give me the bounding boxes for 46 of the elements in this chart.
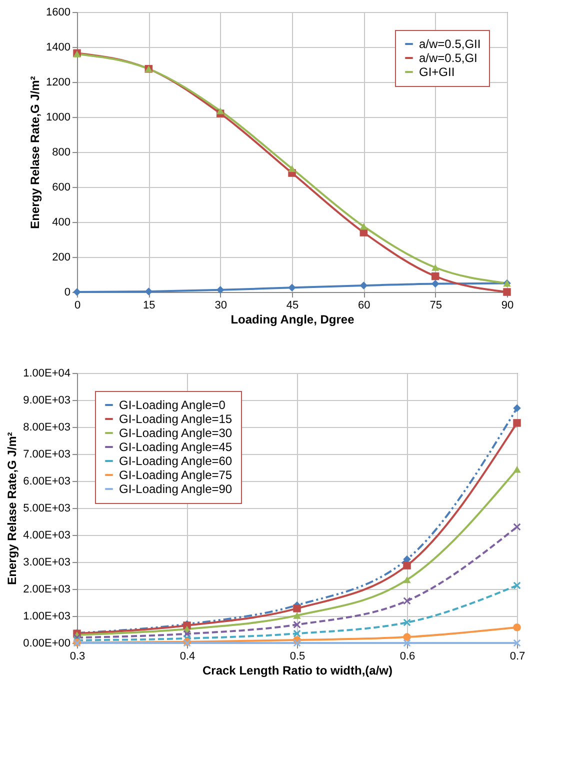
y-tick-label: 4.00E+03 xyxy=(23,530,70,542)
legend-label: GI-Loading Angle=60 xyxy=(119,454,232,468)
y-tick-label: 1200 xyxy=(46,76,70,88)
legend-label: GI-Loading Angle=75 xyxy=(119,468,232,482)
y-tick-label: 8.00E+03 xyxy=(23,422,70,434)
y-tick-label: 0 xyxy=(64,286,70,298)
y-tick-label: 200 xyxy=(52,252,70,264)
y-tick-label: 1.00E+03 xyxy=(23,610,70,622)
x-tick-label: 45 xyxy=(286,300,299,312)
x-axis-title: Crack Length Ratio to width,(a/w) xyxy=(202,664,393,678)
y-tick-label: 9.00E+03 xyxy=(23,394,70,406)
legend-label: a/w=0.5,GII xyxy=(419,37,481,51)
y-tick-label: 3.00E+03 xyxy=(23,556,70,568)
legend-label: GI+GII xyxy=(419,65,455,79)
y-tick-label: 1.00E+04 xyxy=(23,368,70,380)
x-tick-label: 60 xyxy=(358,300,370,312)
y-tick-label: 800 xyxy=(52,146,70,158)
x-tick-label: 0 xyxy=(74,300,81,312)
y-tick-label: 600 xyxy=(52,182,70,194)
y-tick-label: 5.00E+03 xyxy=(23,502,70,514)
y-tick-label: 1000 xyxy=(46,112,70,124)
y-axis-title: Energy Relase Rate,G J/m² xyxy=(5,432,20,585)
x-tick-label: 15 xyxy=(143,300,156,312)
x-tick-label: 0.7 xyxy=(510,650,526,662)
y-axis-title: Energy Relase Rate,G J/m² xyxy=(28,76,42,229)
y-tick-label: 1400 xyxy=(46,42,70,54)
legend-label: GI-Loading Angle=45 xyxy=(119,440,232,454)
y-tick-label: 0.00E+00 xyxy=(23,638,70,650)
x-axis-title: Loading Angle, Dgree xyxy=(230,312,355,326)
legend-label: GI-Loading Angle=0 xyxy=(119,398,226,412)
x-tick-label: 0.4 xyxy=(180,650,196,662)
legend-label: GI-Loading Angle=15 xyxy=(119,412,232,426)
x-tick-label: 0.5 xyxy=(290,650,306,662)
x-tick-label: 0.3 xyxy=(70,650,86,662)
x-tick-label: 90 xyxy=(501,300,514,312)
legend-label: GI-Loading Angle=30 xyxy=(119,426,232,440)
legend-label: GI-Loading Angle=90 xyxy=(119,482,232,496)
y-tick-label: 6.00E+03 xyxy=(23,476,70,488)
x-tick-label: 30 xyxy=(214,300,227,312)
x-tick-label: 75 xyxy=(430,300,442,312)
x-tick-label: 0.6 xyxy=(400,650,416,662)
legend-label: a/w=0.5,GI xyxy=(419,51,478,65)
y-tick-label: 7.00E+03 xyxy=(23,448,70,460)
y-tick-label: 2.00E+03 xyxy=(23,584,70,596)
y-tick-label: 1600 xyxy=(46,6,70,18)
y-tick-label: 400 xyxy=(52,216,70,228)
